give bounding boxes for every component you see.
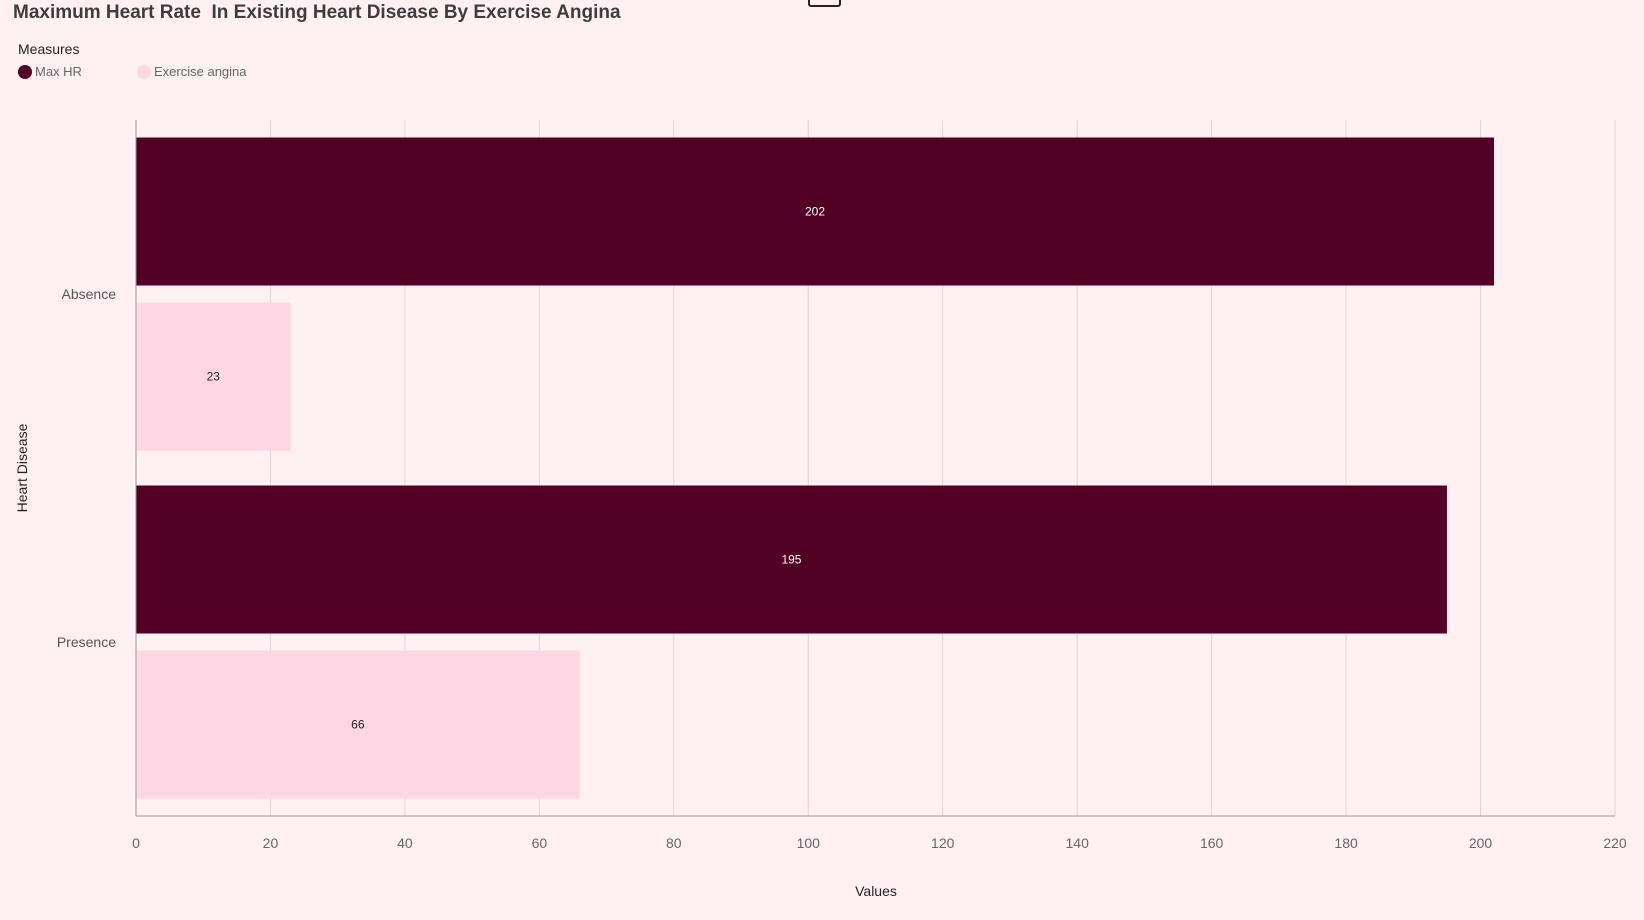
legend-title: Measures xyxy=(18,41,80,57)
labels: 0 20 40 60 80 100 120 140 160 180 200 220 Absence 202… xyxy=(57,205,1627,852)
data-label: 202 xyxy=(805,205,825,219)
legend-label-exercise-angina: Exercise angina xyxy=(154,64,247,79)
category-label: Absence xyxy=(62,286,117,302)
x-tick-label: 140 xyxy=(1066,835,1090,851)
x-tick-label: 40 xyxy=(397,835,413,851)
x-tick-label: 200 xyxy=(1469,835,1493,851)
category-label: Presence xyxy=(57,634,116,650)
x-tick-label: 80 xyxy=(666,835,682,851)
chart-title: Maximum Heart Rate In Existing Heart Dis… xyxy=(13,2,621,23)
x-axis-title: Values xyxy=(855,883,897,899)
x-tick-label: 120 xyxy=(931,835,955,851)
legend-label-max-hr: Max HR xyxy=(35,64,82,79)
bar[interactable] xyxy=(136,137,1494,286)
bar[interactable] xyxy=(136,302,291,451)
bar[interactable] xyxy=(136,650,580,799)
x-tick-label: 20 xyxy=(263,835,279,851)
x-tick-label: 180 xyxy=(1334,835,1358,851)
legend-swatch-max-hr xyxy=(18,64,32,79)
legend-item-max-hr[interactable]: Max HR xyxy=(18,64,82,79)
x-tick-label: 220 xyxy=(1603,835,1627,851)
legend-item-exercise-angina[interactable]: Exercise angina xyxy=(137,64,247,79)
axes xyxy=(135,120,1615,817)
x-tick-label: 0 xyxy=(132,835,140,851)
bar[interactable] xyxy=(136,485,1447,634)
data-label: 66 xyxy=(351,718,365,732)
legend-swatch-exercise-angina xyxy=(137,64,151,79)
bars xyxy=(136,137,1494,799)
data-label: 195 xyxy=(781,553,801,567)
x-tick-label: 100 xyxy=(797,835,821,851)
y-axis-title: Heart Disease xyxy=(14,423,30,512)
data-label: 23 xyxy=(207,370,221,384)
x-tick-label: 160 xyxy=(1200,835,1224,851)
focus-mode-icon[interactable] xyxy=(808,0,841,7)
x-tick-label: 60 xyxy=(532,835,548,851)
